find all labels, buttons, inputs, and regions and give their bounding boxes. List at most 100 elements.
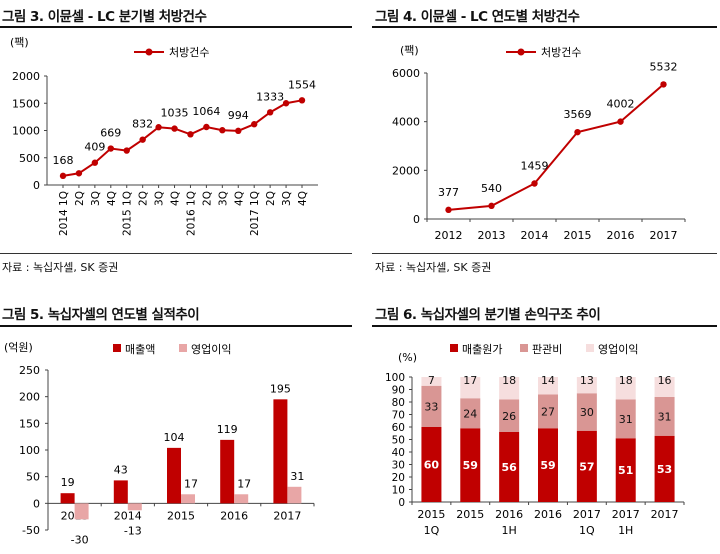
data-label: 57 — [579, 460, 594, 473]
y-unit-label: (팩) — [10, 36, 29, 49]
data-label: 3569 — [564, 108, 592, 121]
bar-segment — [460, 377, 481, 399]
bar — [273, 399, 288, 504]
data-label: 195 — [270, 382, 291, 395]
data-label: 51 — [618, 464, 633, 477]
legend-label: 처방건수 — [169, 46, 209, 59]
x-tick-label: 2016 1Q — [185, 191, 197, 236]
data-point — [235, 127, 242, 135]
series-line — [448, 83, 665, 211]
bar-segment — [538, 428, 558, 502]
x-tick-label: 4Q — [297, 191, 309, 206]
fig3-panel: 그림 3. 이뮨셀 - LC 분기별 처방건수 (팩) 처방건수 0 500 1000 1… — [0, 0, 352, 275]
x-tick-label: 2015 — [167, 509, 195, 522]
data-label: 26 — [502, 410, 516, 423]
x-tick-label-top: 2016 — [534, 508, 562, 521]
data-label: 1554 — [288, 78, 316, 91]
data-label: 56 — [501, 461, 517, 474]
data-point — [59, 172, 67, 180]
x-tick-label-bottom: 1Q — [579, 524, 595, 537]
data-point — [298, 97, 306, 104]
data-label: 168 — [53, 154, 74, 167]
data-label: 1064 — [192, 105, 220, 118]
y-unit-label: (팩) — [400, 44, 419, 57]
bar-segment — [576, 393, 597, 431]
bar-segment — [654, 397, 675, 436]
data-point — [219, 127, 226, 134]
bar — [60, 493, 75, 504]
y-tick-label: 0 — [398, 497, 405, 509]
data-point — [445, 206, 452, 214]
x-tick-label-top: 2017 — [651, 508, 679, 521]
x-tick-label: 4Q — [106, 191, 118, 206]
y-tick-label: 1500 — [12, 97, 40, 110]
x-tick-label: 3Q — [217, 191, 229, 206]
legend-swatch — [179, 344, 187, 352]
data-label: 13 — [580, 374, 594, 387]
data-label: 409 — [84, 141, 105, 154]
x-tick-label: 2014 — [114, 509, 142, 522]
x-tick-label: 2017 — [273, 509, 301, 522]
data-point — [123, 147, 130, 154]
y-tick-label: 20 — [392, 472, 405, 484]
data-label: -13 — [124, 524, 142, 537]
fig6-chart: (%)매출원가 판관비 영업이익01020304050607080901002015… — [385, 343, 685, 537]
y-tick-label: 6000 — [392, 67, 420, 80]
bar-segment — [654, 377, 675, 397]
data-label: 19 — [61, 476, 75, 489]
y-tick-label: 100 — [19, 444, 40, 457]
data-label: 17 — [463, 374, 477, 387]
bar-segment — [460, 428, 481, 502]
fig3-chart: (팩) 처방건수 0 500 1000 1500 2000 2014 1Q 2Q 3Q 4Q 2015… — [10, 36, 318, 236]
x-tick-label: 2015 1Q — [122, 191, 134, 236]
y-tick-label: 50 — [26, 471, 40, 484]
fig3-title: 그림 3. 이뮨셀 - LC 분기별 처방건수 — [2, 9, 207, 25]
legend-label: 영업이익 — [191, 343, 231, 356]
y-tick-label: 30 — [392, 460, 405, 472]
x-tick-label-top: 2015 — [456, 508, 484, 521]
data-point — [617, 118, 624, 125]
data-label: 7 — [428, 374, 435, 387]
fig4-chart: (팩) 처방건수 0 2000 4000 6000 2012 2013 2014 2015 2016… — [392, 44, 686, 242]
data-label: 832 — [132, 118, 153, 131]
data-label: 33 — [424, 400, 438, 413]
legend-swatch — [586, 344, 594, 352]
x-tick-label-bottom: 1Q — [424, 524, 440, 537]
x-tick-label: 2017 — [650, 229, 678, 242]
y-tick-label: 40 — [392, 447, 405, 459]
data-label: 59 — [463, 459, 478, 472]
bar — [287, 486, 302, 504]
x-tick-label: 2014 1Q — [58, 191, 70, 236]
data-label: 17 — [237, 477, 251, 490]
fig4-title: 그림 4. 이뮨셀 - LC 연도별 처방건수 — [375, 9, 580, 25]
bar-segment — [576, 377, 597, 394]
data-label: 16 — [658, 374, 672, 387]
x-tick-label: 2016 — [607, 229, 635, 242]
data-point — [75, 170, 83, 177]
data-label: 31 — [619, 413, 633, 426]
x-tick-label: 2017 1Q — [249, 191, 261, 236]
fig3-title-rule — [0, 26, 352, 28]
legend-label: 판관비 — [532, 343, 562, 356]
x-tick-label-top: 2017 — [573, 508, 601, 521]
data-point — [574, 128, 581, 136]
y-tick-label: 1000 — [12, 125, 40, 138]
fig5-title-rule — [0, 325, 352, 327]
bar-segment — [499, 377, 520, 400]
data-label: 1333 — [256, 90, 284, 103]
data-label: 27 — [541, 405, 555, 418]
data-point — [107, 145, 115, 152]
legend-swatch — [113, 344, 121, 352]
bar-segment — [499, 399, 520, 432]
x-tick-label: 2Q — [138, 191, 150, 206]
fig6-title-rule — [372, 325, 717, 327]
x-tick-label: 3Q — [281, 191, 293, 206]
data-label: 18 — [502, 374, 516, 387]
y-tick-label: 0 — [413, 213, 420, 226]
x-tick-label: 2014 — [521, 229, 549, 242]
data-point — [171, 125, 178, 132]
fig4-source: 자료 : 녹십자셀, SK 증권 — [375, 261, 492, 274]
data-label: 14 — [541, 374, 555, 387]
data-label: 59 — [540, 459, 555, 472]
data-label: 1035 — [161, 107, 189, 120]
